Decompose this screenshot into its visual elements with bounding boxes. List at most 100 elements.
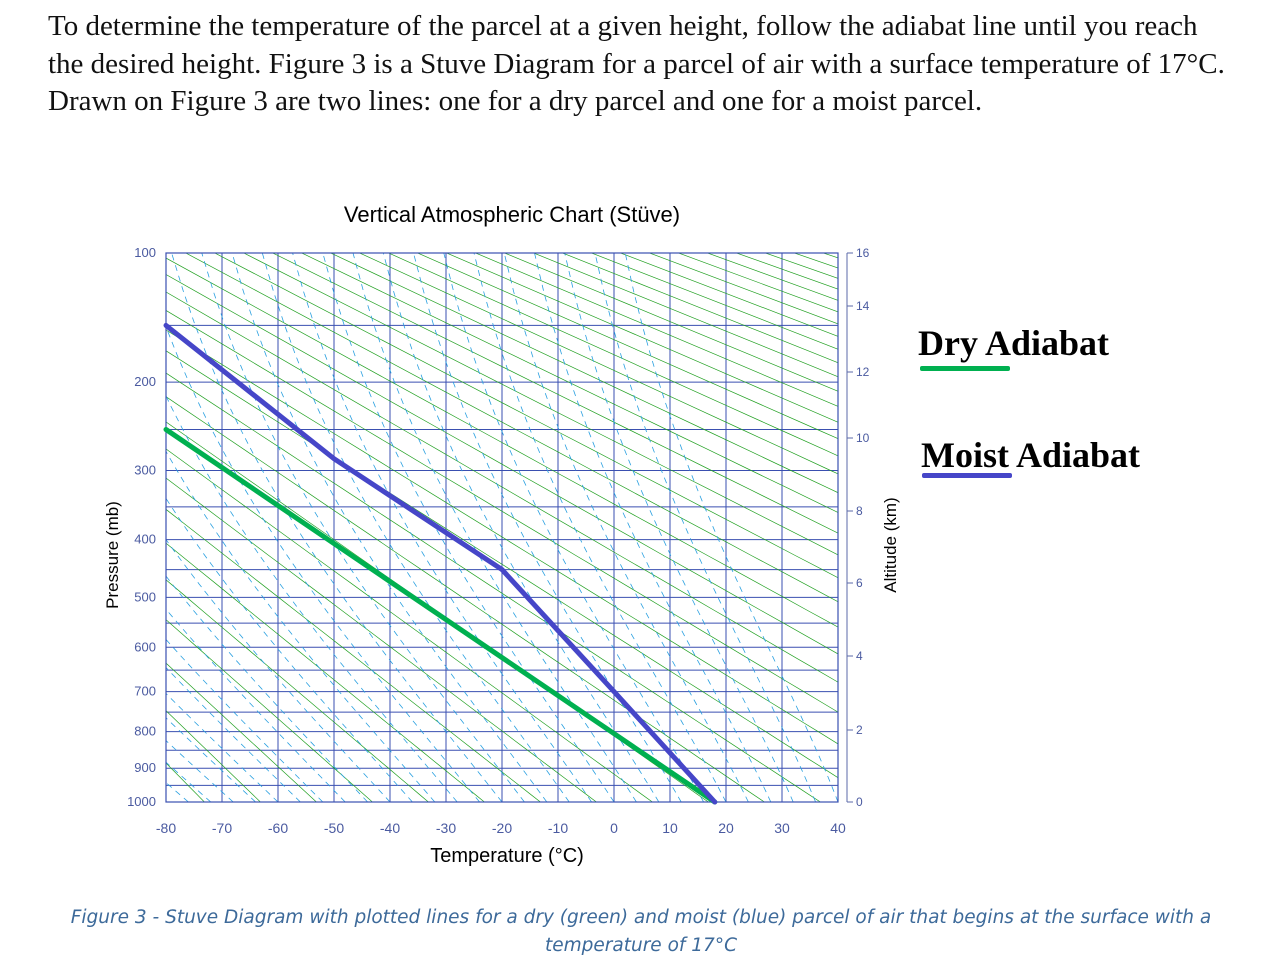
pressure-tick-label: 100 [134, 245, 156, 260]
reference-adiabats [0, 253, 838, 802]
ref-dry-adiabat [185, 253, 838, 603]
temperature-tick-label: -30 [436, 820, 456, 836]
temperature-tick-label: -10 [548, 820, 568, 836]
legend-moist-swatch [922, 473, 1012, 478]
altitude-tick-label: 8 [856, 504, 863, 518]
moist-adiabat-line [163, 322, 718, 805]
pressure-tick-label: 900 [134, 760, 156, 775]
altitude-tick-label: 0 [856, 795, 863, 809]
temperature-tick-label: 30 [774, 820, 790, 836]
ref-moist-adiabat [166, 538, 391, 802]
ref-dry-adiabat [166, 662, 317, 802]
ref-moist-adiabat [443, 253, 704, 802]
ref-moist-adiabat [292, 253, 592, 802]
altitude-tick-label: 4 [856, 649, 863, 663]
ref-moist-adiabat [201, 253, 525, 802]
ref-moist-adiabat [166, 394, 458, 802]
ref-moist-adiabat [413, 253, 682, 802]
temperature-tick-label: 0 [610, 820, 618, 836]
ref-moist-adiabat [166, 782, 189, 802]
ref-dry-adiabat [166, 291, 838, 683]
ref-dry-adiabat [533, 253, 838, 378]
altitude-tick-label: 10 [856, 431, 870, 445]
altitude-tick-label: 2 [856, 723, 863, 737]
temperature-tick-label: -70 [212, 820, 232, 836]
ref-moist-adiabat [261, 253, 570, 802]
intro-paragraph: To determine the temperature of the parc… [48, 10, 1225, 117]
ref-moist-adiabat [382, 253, 660, 802]
temperature-tick-label: -80 [156, 820, 176, 836]
ref-moist-adiabat [503, 253, 749, 802]
pressure-tick-label: 500 [134, 589, 156, 604]
temperature-tick-label: -60 [268, 820, 288, 836]
pressure-tick-label: 600 [134, 639, 156, 654]
figure-caption: Figure 3 - Stuve Diagram with plotted li… [70, 907, 1212, 956]
ref-moist-adiabat [166, 575, 368, 802]
y2-axis-label: Altitude (km) [881, 497, 900, 592]
ref-moist-adiabat [231, 253, 548, 802]
x-axis-label: Temperature (°C) [430, 845, 584, 867]
plot-frame [165, 252, 839, 803]
temperature-tick-label: -20 [492, 820, 512, 836]
ref-dry-adiabat [166, 310, 838, 713]
legend-dry-label: Dry Adiabat [918, 323, 1110, 363]
ref-dry-adiabat [166, 542, 485, 802]
ref-moist-adiabat [624, 253, 838, 802]
ref-moist-adiabat [352, 253, 637, 802]
altitude-tick-label: 12 [856, 365, 870, 379]
altitude-tick-label: 16 [856, 246, 870, 260]
ref-dry-adiabat [388, 253, 838, 457]
legend-moist-label: Moist Adiabat [921, 435, 1141, 475]
ref-dry-adiabat [166, 619, 373, 802]
ref-moist-adiabat [171, 253, 503, 802]
temperature-tick-label: 10 [662, 820, 678, 836]
ref-moist-adiabat [166, 801, 167, 802]
chart-title: Vertical Atmospheric Chart (Stüve) [344, 202, 680, 227]
dry-adiabat-line [163, 427, 718, 805]
ref-dry-adiabat [214, 253, 838, 579]
pressure-tick-label: 200 [134, 374, 156, 389]
ref-dry-adiabat [166, 508, 541, 802]
ref-moist-adiabat [166, 497, 413, 802]
legend-dry-swatch [920, 366, 1010, 371]
ref-moist-adiabat [166, 325, 480, 802]
ref-moist-adiabat [473, 253, 727, 802]
ref-dry-adiabat [243, 253, 838, 556]
ref-dry-adiabat [166, 396, 765, 802]
pressure-tick-label: 1000 [127, 794, 156, 809]
pressure-tick-label: 800 [134, 724, 156, 739]
temperature-tick-label: 20 [718, 820, 734, 836]
pressure-tick-label: 700 [134, 684, 156, 699]
plot-area: 0246810121416100200300400500600700800900… [0, 245, 870, 836]
ref-dry-adiabat [359, 253, 838, 475]
ref-dry-adiabat [0, 253, 36, 802]
ref-dry-adiabat [330, 253, 838, 494]
y-axis-label: Pressure (mb) [103, 501, 122, 609]
ref-moist-adiabat [166, 717, 256, 802]
ref-dry-adiabat [166, 350, 838, 779]
ref-dry-adiabat [301, 253, 838, 513]
ref-dry-adiabat [0, 253, 92, 802]
altitude-tick-label: 6 [856, 576, 863, 590]
ref-dry-adiabat [166, 710, 261, 802]
ref-moist-adiabat [166, 692, 279, 802]
ref-moist-adiabat [166, 608, 346, 802]
ref-moist-adiabat [166, 450, 436, 802]
ref-dry-adiabat [166, 257, 838, 628]
ref-dry-adiabat [272, 253, 838, 534]
ref-moist-adiabat [166, 666, 301, 802]
ref-dry-adiabat [166, 448, 653, 802]
pressure-tick-label: 400 [134, 532, 156, 547]
ref-dry-adiabat [166, 477, 597, 802]
ref-dry-adiabat [0, 253, 148, 802]
temperature-tick-label: 40 [830, 820, 846, 836]
ref-dry-adiabat [166, 274, 838, 655]
ref-dry-adiabat [166, 372, 821, 802]
ref-moist-adiabat [594, 253, 816, 802]
altitude-tick-label: 14 [856, 299, 870, 313]
ref-dry-adiabat [417, 253, 838, 440]
temperature-tick-label: -40 [380, 820, 400, 836]
ref-dry-adiabat [166, 579, 429, 802]
ref-moist-adiabat [564, 253, 794, 802]
